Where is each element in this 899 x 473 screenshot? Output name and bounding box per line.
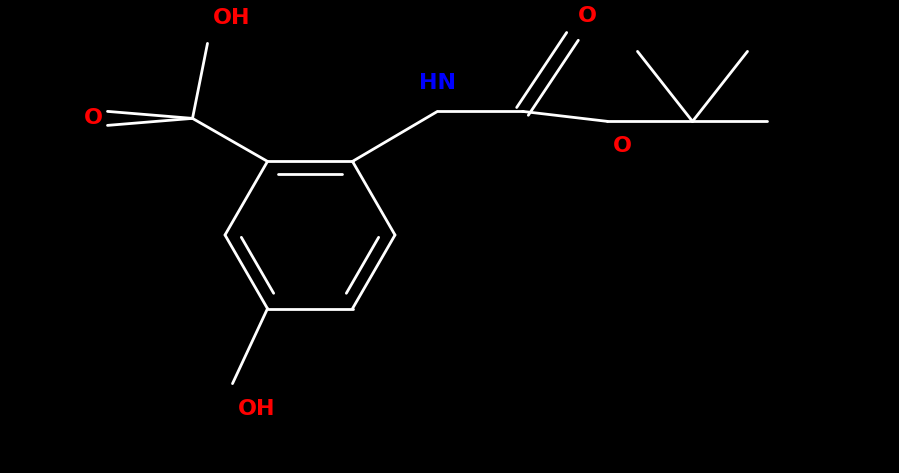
Text: O: O — [577, 7, 597, 26]
Text: OH: OH — [212, 9, 250, 28]
Text: O: O — [84, 108, 102, 128]
Text: HN: HN — [419, 73, 456, 93]
Text: O: O — [612, 136, 631, 157]
Text: OH: OH — [237, 399, 275, 419]
